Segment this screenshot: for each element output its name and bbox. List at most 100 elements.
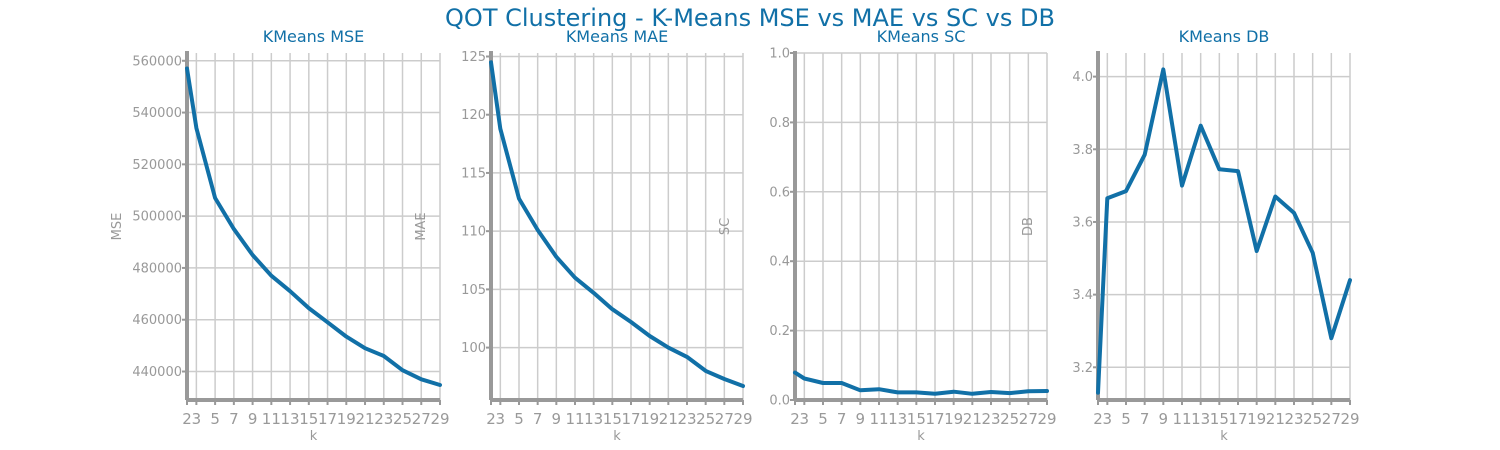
x-tick-label: 23: [981, 410, 1000, 428]
x-tick-label: 11: [262, 410, 281, 428]
y-tick-label: 3.2: [1072, 361, 1093, 376]
y-tick-label: 120: [461, 108, 486, 123]
figure-title: QOT Clustering - K-Means MSE vs MAE vs S…: [445, 4, 1055, 32]
x-tick-label: 5: [514, 410, 524, 428]
x-tick-label: 7: [229, 410, 239, 428]
y-tick-label: 540000: [132, 106, 182, 121]
chart-title: KMeans DB: [1179, 27, 1270, 46]
x-tick-label: 11: [869, 410, 888, 428]
x-tick-label: 2: [486, 410, 496, 428]
x-tick-label: 9: [856, 410, 866, 428]
y-tick-label: 560000: [132, 54, 182, 69]
y-axis-label: SC: [718, 218, 733, 235]
y-tick-label: 105: [461, 283, 486, 298]
x-tick-label: 9: [1159, 410, 1169, 428]
x-tick-label: 3: [192, 410, 202, 428]
x-tick-label: 5: [210, 410, 220, 428]
chart-title: KMeans MSE: [263, 27, 365, 46]
x-tick-label: 25: [696, 410, 715, 428]
x-tick-label: 17: [925, 410, 944, 428]
chart-panel-0: 2 3 5 7 9 11 13 15 17 19 21 23 25 27 29440000460000480…: [110, 27, 450, 444]
x-tick-label: 21: [963, 410, 982, 428]
x-tick-label: 15: [603, 410, 622, 428]
chart-panel-1: 2 3 5 7 9 11 13 15 17 19 21 23 25 27 29100105110115120…: [414, 27, 753, 444]
x-tick-label: 13: [888, 410, 907, 428]
x-tick-label: 25: [1303, 410, 1322, 428]
y-tick-label: 0.8: [769, 116, 790, 131]
x-tick-label: 3: [800, 410, 810, 428]
y-tick-label: 440000: [132, 365, 182, 380]
x-tick-label: 29: [1037, 410, 1056, 428]
x-tick-label: 19: [1247, 410, 1266, 428]
chart-title: KMeans SC: [877, 27, 966, 46]
x-tick-label: 13: [281, 410, 300, 428]
x-tick-label: 19: [944, 410, 963, 428]
x-tick-label: 21: [355, 410, 374, 428]
x-tick-label: 13: [584, 410, 603, 428]
x-tick-label: 19: [337, 410, 356, 428]
x-tick-label: 11: [1172, 410, 1191, 428]
y-tick-label: 1.0: [769, 47, 790, 62]
y-axis-label: DB: [1021, 217, 1036, 236]
x-tick-label: 27: [715, 410, 734, 428]
y-tick-label: 125: [461, 50, 486, 65]
x-tick-label: 2: [790, 410, 800, 428]
x-tick-label: 7: [837, 410, 847, 428]
x-tick-label: 27: [1322, 410, 1341, 428]
x-tick-label: 7: [1140, 410, 1150, 428]
x-tick-label: 9: [248, 410, 258, 428]
y-tick-label: 500000: [132, 210, 182, 225]
y-tick-label: 4.0: [1072, 70, 1093, 85]
x-tick-label: 3: [496, 410, 506, 428]
x-tick-label: 19: [640, 410, 659, 428]
x-tick-label: 17: [621, 410, 640, 428]
x-tick-label: 17: [1228, 410, 1247, 428]
y-tick-label: 3.8: [1072, 143, 1093, 158]
x-tick-label: 2: [1093, 410, 1103, 428]
x-tick-label: 29: [733, 410, 752, 428]
x-tick-label: 15: [1210, 410, 1229, 428]
x-tick-label: 15: [299, 410, 318, 428]
x-tick-label: 13: [1191, 410, 1210, 428]
y-axis-label: MSE: [110, 213, 125, 241]
x-tick-label: 25: [393, 410, 412, 428]
y-tick-label: 0.0: [769, 394, 790, 409]
y-tick-label: 460000: [132, 313, 182, 328]
x-tick-label: 29: [430, 410, 449, 428]
y-tick-label: 480000: [132, 261, 182, 276]
x-axis-label: k: [310, 429, 318, 444]
x-tick-label: 25: [1000, 410, 1019, 428]
x-axis-label: k: [917, 429, 925, 444]
x-tick-label: 11: [565, 410, 584, 428]
x-tick-label: 23: [677, 410, 696, 428]
y-tick-label: 0.4: [769, 255, 790, 270]
x-tick-label: 5: [1121, 410, 1131, 428]
x-tick-label: 23: [1284, 410, 1303, 428]
x-axis-label: k: [613, 429, 621, 444]
y-tick-label: 110: [461, 225, 486, 240]
x-tick-label: 29: [1340, 410, 1359, 428]
chart-panel-3: 2 3 5 7 9 11 13 15 17 19 21 23 25 27 293.23.43.63.84.0…: [1021, 27, 1360, 444]
y-tick-label: 115: [461, 166, 486, 181]
x-tick-label: 15: [907, 410, 926, 428]
x-tick-label: 27: [1019, 410, 1038, 428]
x-tick-label: 17: [318, 410, 337, 428]
x-tick-label: 7: [533, 410, 543, 428]
y-axis-label: MAE: [414, 212, 429, 240]
y-tick-label: 100: [461, 341, 486, 356]
chart-panel-2: 2 3 5 7 9 11 13 15 17 19 21 23 25 27 290.00.20.40.60.8…: [718, 27, 1057, 444]
x-axis-label: k: [1220, 429, 1228, 444]
y-tick-label: 0.6: [769, 185, 790, 200]
x-tick-label: 21: [1266, 410, 1285, 428]
x-tick-label: 23: [374, 410, 393, 428]
x-tick-label: 3: [1103, 410, 1113, 428]
y-tick-label: 3.6: [1072, 215, 1093, 230]
x-tick-label: 21: [659, 410, 678, 428]
x-tick-label: 2: [182, 410, 192, 428]
y-tick-label: 520000: [132, 158, 182, 173]
x-tick-label: 27: [412, 410, 431, 428]
x-tick-label: 9: [552, 410, 562, 428]
y-tick-label: 0.2: [769, 324, 790, 339]
x-tick-label: 5: [818, 410, 828, 428]
